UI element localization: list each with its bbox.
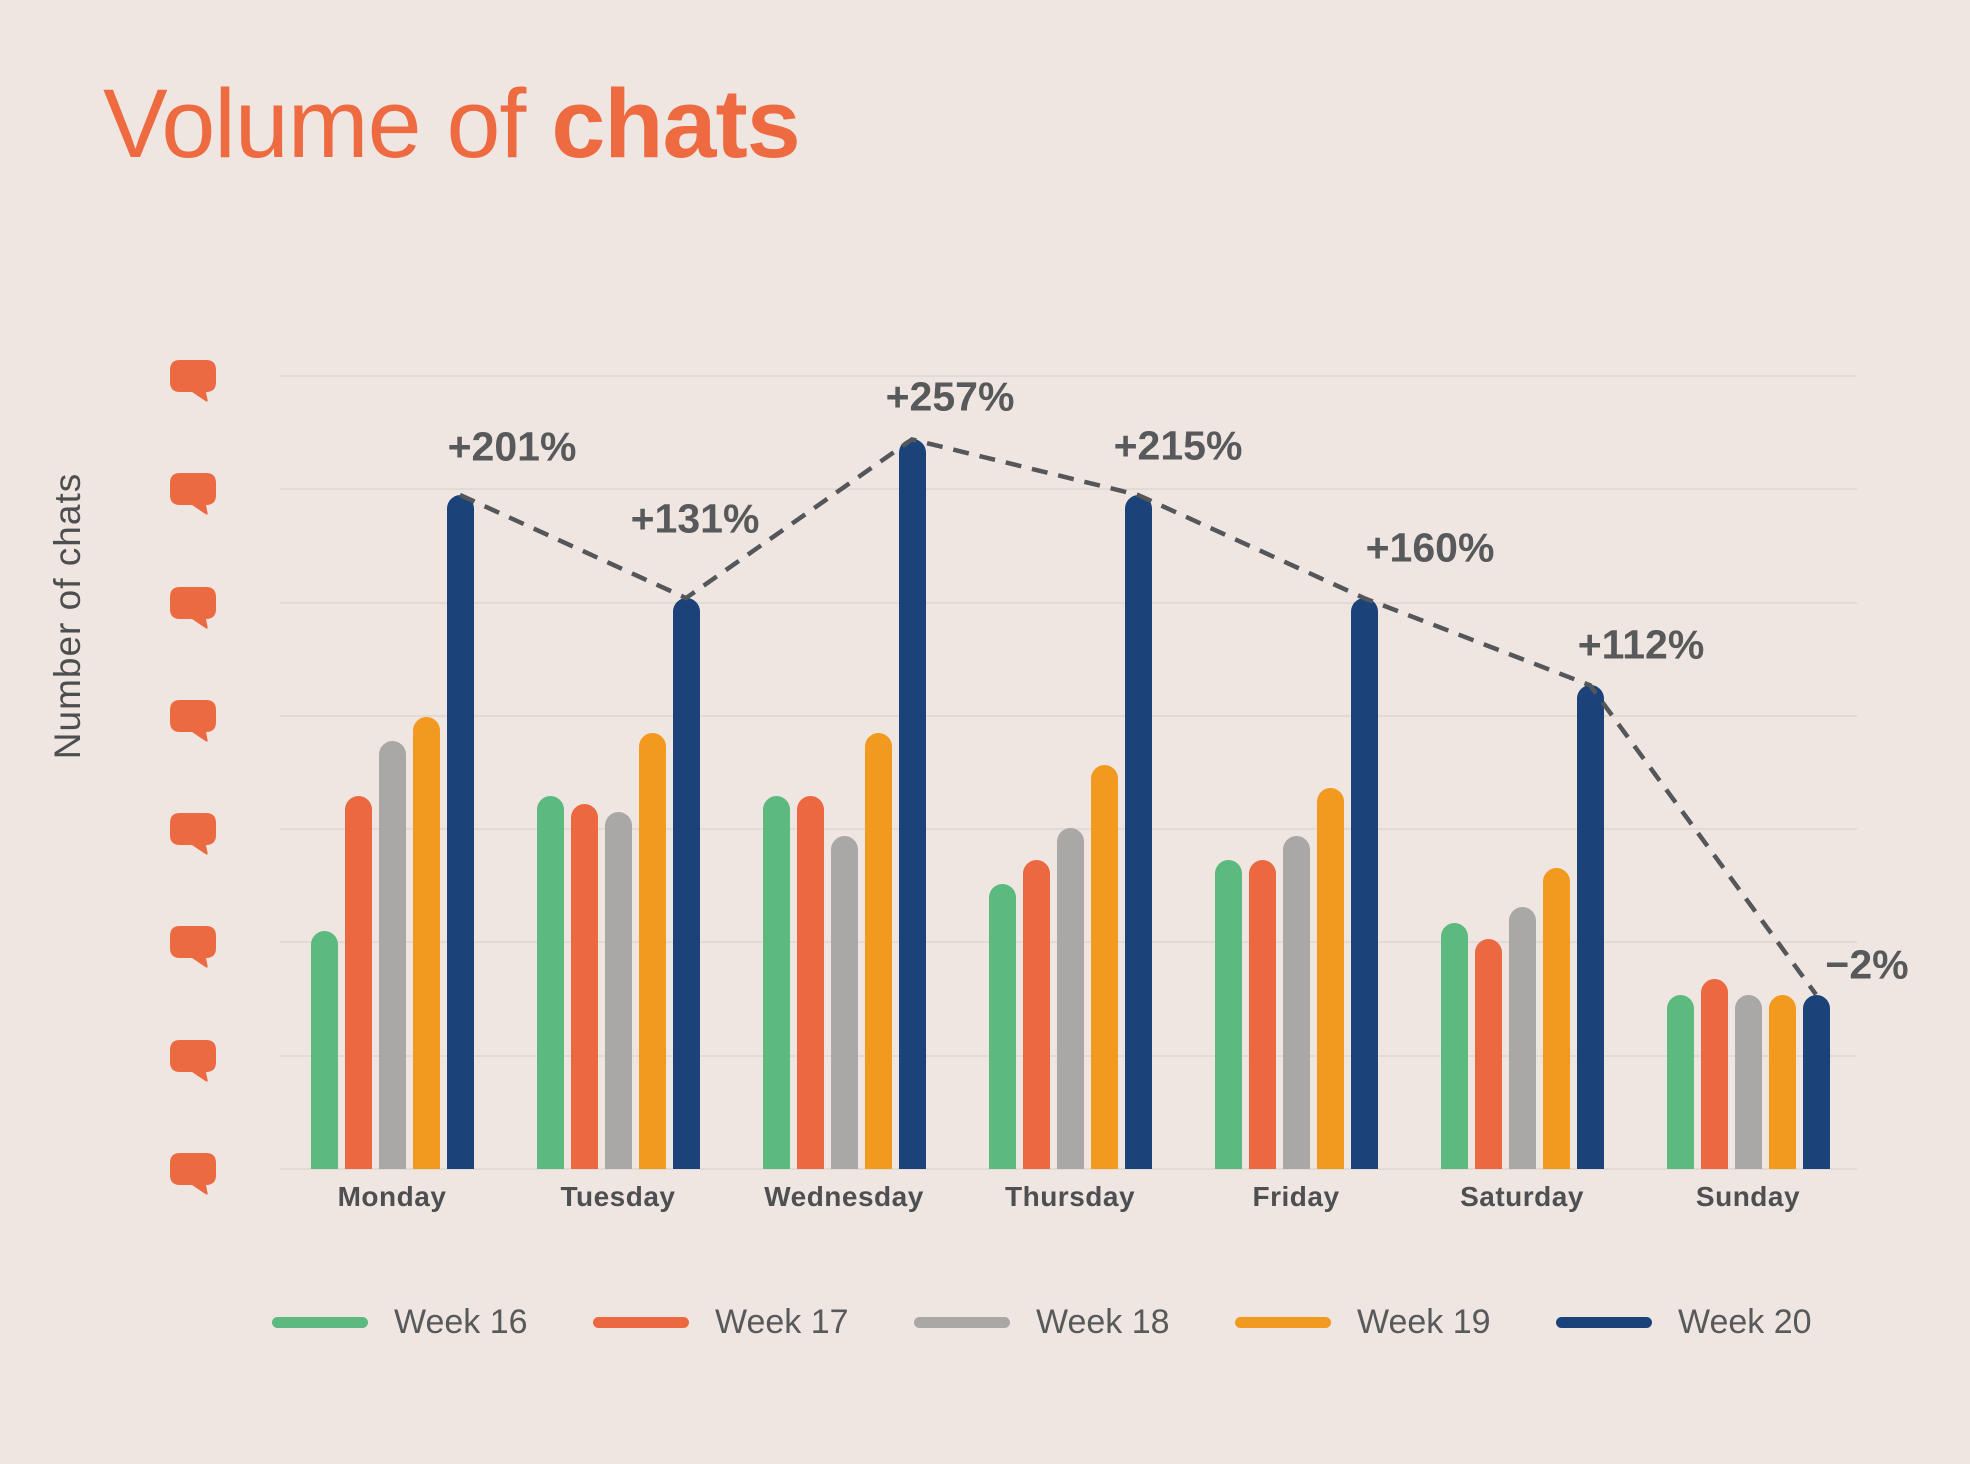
bar-week18-thursday bbox=[1057, 828, 1084, 1169]
gridline bbox=[280, 1168, 1857, 1170]
speech-bubble-icon bbox=[170, 700, 216, 743]
x-axis-label-thursday: Thursday bbox=[1004, 1181, 1136, 1212]
legend-item-week18: Week 18 bbox=[914, 1300, 1170, 1344]
bar-week19-friday bbox=[1317, 788, 1344, 1169]
bar-week18-monday bbox=[379, 741, 406, 1169]
trend-annotation-saturday: +112% bbox=[1577, 621, 1705, 668]
bar-week18-friday bbox=[1283, 836, 1310, 1169]
legend-label: Week 18 bbox=[1036, 1302, 1170, 1341]
bar-week17-friday bbox=[1249, 860, 1276, 1169]
page-title-regular: Volume of bbox=[103, 69, 552, 178]
bar-week17-saturday bbox=[1475, 939, 1502, 1169]
bar-week18-wednesday bbox=[831, 836, 858, 1169]
bar-week19-tuesday bbox=[639, 733, 666, 1169]
bar-week16-friday bbox=[1215, 860, 1242, 1169]
x-axis-label-friday: Friday bbox=[1252, 1181, 1340, 1212]
bar-week17-sunday bbox=[1701, 979, 1728, 1169]
page-title-highlight: chats bbox=[551, 69, 800, 178]
bar-week16-sunday bbox=[1667, 995, 1694, 1169]
speech-bubble-icon bbox=[170, 587, 216, 630]
gridline bbox=[280, 375, 1857, 377]
bar-week16-tuesday bbox=[537, 796, 564, 1169]
trend-annotation-wednesday: +257% bbox=[885, 373, 1015, 420]
legend-label: Week 19 bbox=[1357, 1302, 1491, 1341]
legend-item-week20: Week 20 bbox=[1556, 1300, 1812, 1344]
bar-week20-saturday bbox=[1577, 685, 1604, 1169]
bar-week19-saturday bbox=[1543, 868, 1570, 1169]
bar-week17-thursday bbox=[1023, 860, 1050, 1169]
legend-label: Week 17 bbox=[715, 1302, 849, 1341]
legend-swatch-icon bbox=[1235, 1316, 1331, 1328]
x-axis-label-monday: Monday bbox=[337, 1181, 447, 1212]
bar-week20-thursday bbox=[1125, 495, 1152, 1169]
legend-swatch-icon bbox=[272, 1316, 368, 1328]
bar-week17-tuesday bbox=[571, 804, 598, 1169]
bar-week20-monday bbox=[447, 495, 474, 1169]
x-axis-label-saturday: Saturday bbox=[1460, 1181, 1584, 1212]
bar-week17-wednesday bbox=[797, 796, 824, 1169]
gridline bbox=[280, 488, 1857, 490]
legend-item-week16: Week 16 bbox=[272, 1300, 528, 1344]
legend-label: Week 16 bbox=[394, 1302, 528, 1341]
bar-week20-friday bbox=[1351, 598, 1378, 1169]
bar-week18-tuesday bbox=[605, 812, 632, 1169]
legend-swatch-icon bbox=[914, 1316, 1010, 1328]
page-title: Volume of chats bbox=[103, 68, 801, 180]
x-axis-label-wednesday: Wednesday bbox=[764, 1181, 924, 1212]
gridline bbox=[280, 602, 1857, 604]
speech-bubble-icon bbox=[170, 813, 216, 856]
x-axis-label-sunday: Sunday bbox=[1695, 1181, 1801, 1212]
speech-bubble-icon bbox=[170, 360, 216, 403]
bar-week20-sunday bbox=[1803, 995, 1830, 1169]
trend-annotation-thursday: +215% bbox=[1113, 422, 1243, 469]
speech-bubble-icon bbox=[170, 473, 216, 516]
bar-week20-tuesday bbox=[673, 598, 700, 1169]
bar-week16-saturday bbox=[1441, 923, 1468, 1169]
legend-swatch-icon bbox=[1556, 1316, 1652, 1328]
bar-week16-monday bbox=[311, 931, 338, 1169]
trend-annotation-friday: +160% bbox=[1365, 524, 1495, 571]
trend-annotation-sunday: −2% bbox=[1825, 941, 1909, 988]
legend-label: Week 20 bbox=[1678, 1302, 1812, 1341]
speech-bubble-icon bbox=[170, 1040, 216, 1083]
x-axis-label-tuesday: Tuesday bbox=[560, 1181, 676, 1212]
legend-item-week19: Week 19 bbox=[1235, 1300, 1491, 1344]
legend-swatch-icon bbox=[593, 1316, 689, 1328]
bar-week19-monday bbox=[413, 717, 440, 1169]
bar-week19-sunday bbox=[1769, 995, 1796, 1169]
speech-bubble-icon bbox=[170, 1153, 216, 1196]
bar-week18-saturday bbox=[1509, 907, 1536, 1169]
bar-week19-wednesday bbox=[865, 733, 892, 1169]
gridline bbox=[280, 715, 1857, 717]
speech-bubble-icon bbox=[170, 926, 216, 969]
bar-week16-wednesday bbox=[763, 796, 790, 1169]
bar-week19-thursday bbox=[1091, 765, 1118, 1169]
bar-week17-monday bbox=[345, 796, 372, 1169]
trend-dashed-line bbox=[459, 437, 1818, 996]
bar-week16-thursday bbox=[989, 884, 1016, 1169]
trend-annotation-monday: +201% bbox=[447, 423, 577, 470]
legend-item-week17: Week 17 bbox=[593, 1300, 849, 1344]
bar-week20-wednesday bbox=[899, 439, 926, 1169]
trend-annotation-tuesday: +131% bbox=[630, 495, 760, 542]
bar-week18-sunday bbox=[1735, 995, 1762, 1169]
